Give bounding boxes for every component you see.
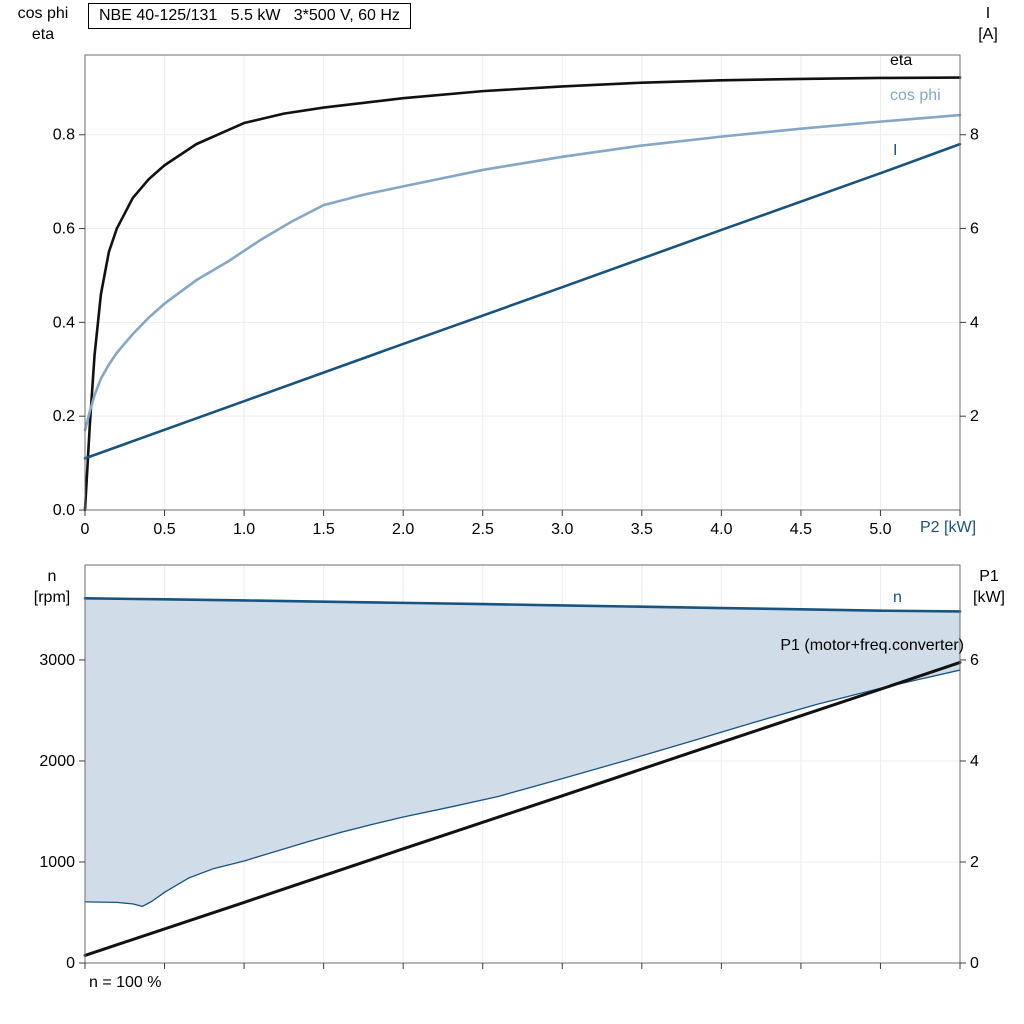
x-tick-label: 2.0	[392, 521, 414, 538]
y-left-tick-label: 0.4	[53, 314, 75, 331]
y-right-tick-label: 0	[970, 955, 979, 972]
axis-label-cos-phi: cos phi	[17, 5, 69, 22]
y-right-tick-label: 4	[970, 314, 979, 331]
bottom-chart-right-axis-title: P1 [kW]	[960, 566, 1018, 608]
curve-speed-min	[84, 669, 961, 908]
y-right-tick-label: 6	[970, 221, 979, 238]
y-left-tick-label: 0.0	[53, 502, 75, 519]
y-right-tick-label: 8	[970, 127, 979, 144]
curve-cos-phi	[83, 113, 962, 432]
y-left-tick-label: 0.8	[53, 127, 75, 144]
speed-operating-range-area	[85, 598, 960, 907]
axis-label-current: I	[985, 5, 991, 22]
curve-eta	[83, 76, 962, 512]
axis-label-rpm-unit: [rpm]	[33, 589, 71, 606]
y-left-tick-label: 0.6	[53, 221, 75, 238]
top-chart-right-axis-title: I [A]	[960, 3, 1016, 45]
y-right-tick-label: 4	[970, 753, 979, 770]
x-tick-label: 1.5	[313, 521, 335, 538]
plot-frame	[84, 564, 961, 964]
x-axis-label-p2: P2 [kW]	[920, 519, 977, 536]
x-tick-label: 3.0	[551, 521, 573, 538]
curve-label-current: I	[893, 142, 898, 159]
x-tick-label: 5.0	[869, 521, 891, 538]
top-chart-left-axis-title: cos phi eta	[4, 3, 82, 45]
y-right-tick-label: 2	[970, 854, 979, 871]
x-tick-label: 4.5	[790, 521, 812, 538]
curve-p1	[83, 660, 962, 957]
axis-label-kw-unit: [kW]	[973, 589, 1005, 606]
annotation-n-100-percent: n = 100 %	[89, 974, 162, 991]
curve-label-n: n	[893, 589, 902, 606]
x-tick-label: 0.5	[153, 521, 175, 538]
x-tick-label: 2.5	[472, 521, 494, 538]
curve-speed	[83, 597, 962, 613]
x-tick-label: 0	[81, 521, 90, 538]
axis-label-p1: P1	[979, 568, 999, 585]
y-left-tick-label: 2000	[39, 753, 75, 770]
curve-label-p1: P1 (motor+freq.converter)	[780, 637, 964, 654]
y-left-tick-label: 3000	[39, 652, 75, 669]
y-right-tick-label: 2	[970, 408, 979, 425]
plot-frame	[84, 54, 961, 511]
y-left-tick-label: 1000	[39, 854, 75, 871]
curve-current	[83, 142, 962, 460]
curve-label-eta: eta	[890, 52, 913, 69]
axis-label-current-unit: [A]	[978, 26, 998, 43]
curve-label-cos-phi: cos phi	[890, 87, 941, 104]
y-left-tick-label: 0	[66, 955, 75, 972]
x-tick-label: 3.5	[631, 521, 653, 538]
y-right-tick-label: 6	[970, 652, 979, 669]
axis-label-eta: eta	[31, 26, 55, 43]
x-tick-label: 1.0	[233, 521, 255, 538]
bottom-chart-left-axis-title: n [rpm]	[14, 566, 90, 608]
chart-title-box: NBE 40-125/131 5.5 kW 3*500 V, 60 Hz	[88, 3, 411, 29]
y-left-tick-label: 0.2	[53, 408, 75, 425]
x-tick-label: 4.0	[710, 521, 732, 538]
axis-label-n: n	[47, 568, 57, 585]
